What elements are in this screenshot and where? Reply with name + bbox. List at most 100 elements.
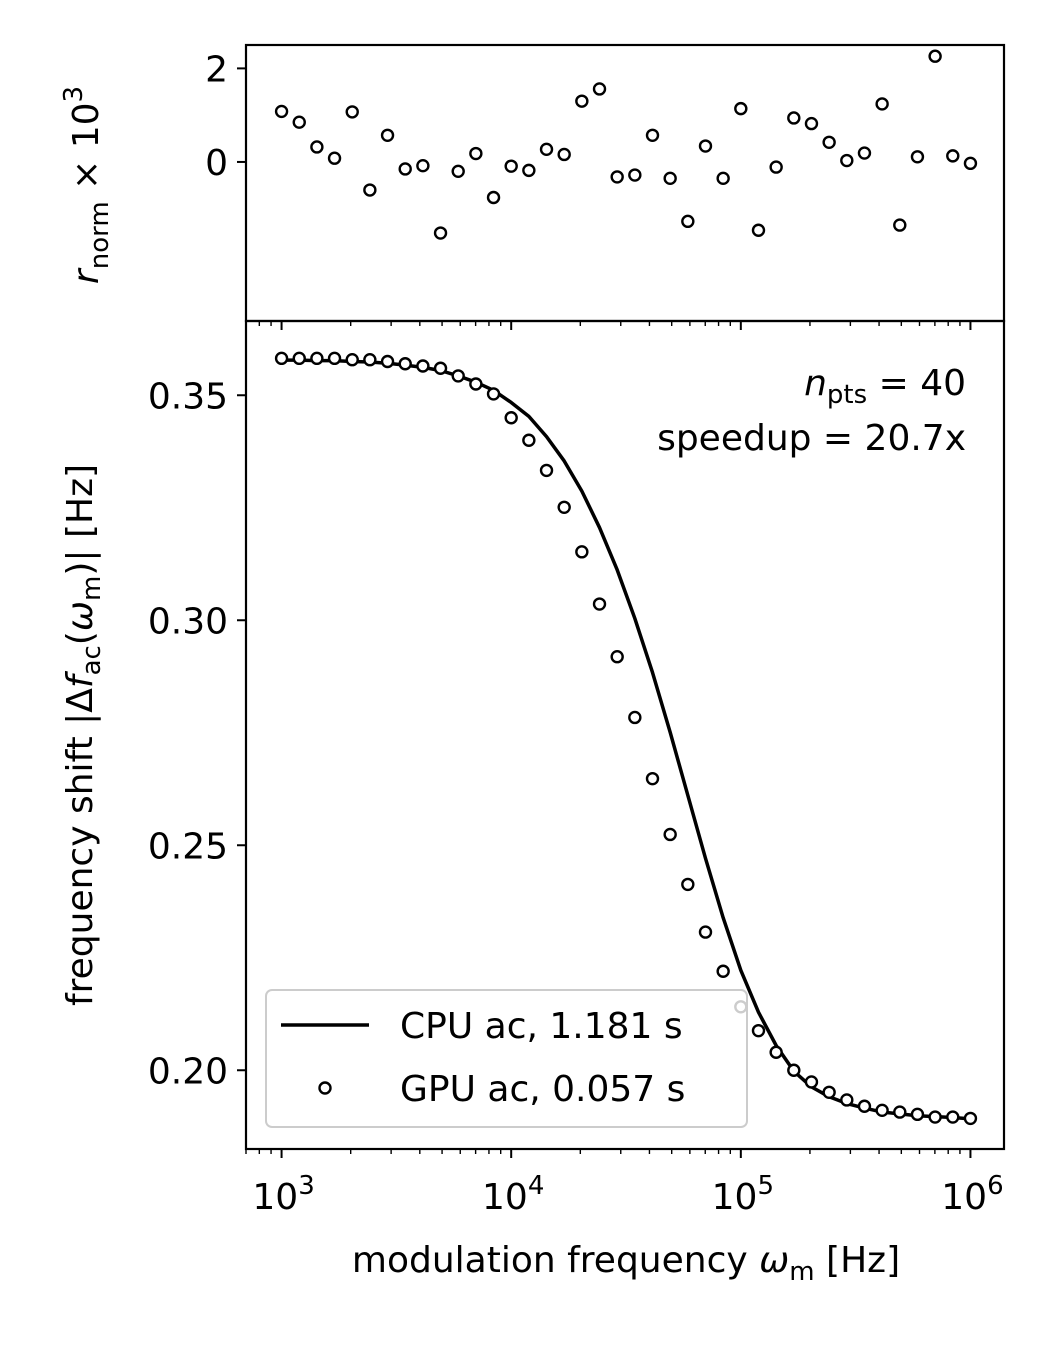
residual-point xyxy=(787,111,801,125)
residual-point xyxy=(734,101,748,116)
residual-y-ticks: 20 xyxy=(205,49,246,184)
gpu-ac-point xyxy=(310,351,324,366)
residual-point xyxy=(857,146,872,160)
residual-point xyxy=(610,170,624,184)
residual-point xyxy=(928,49,942,63)
residual-point xyxy=(292,115,306,129)
legend: CPU ac, 1.181 s GPU ac, 0.057 s xyxy=(265,989,748,1128)
main-y-tick-label: 0.25 xyxy=(148,826,228,867)
cpu-ac-series-line xyxy=(281,358,971,1121)
main-x-tick-label: 106 xyxy=(941,1171,1003,1218)
residual-point xyxy=(345,105,359,119)
gpu-ac-point xyxy=(433,361,448,375)
main-x-axis-label: modulation frequency ωm [Hz] xyxy=(352,1240,900,1287)
residual-point xyxy=(539,142,554,157)
residual-point xyxy=(274,104,289,119)
npts-annotation: npts = 40 xyxy=(804,363,966,410)
gpu-ac-point xyxy=(469,377,483,391)
speedup-annotation: speedup = 20.7x xyxy=(657,418,966,459)
gpu-ac-point xyxy=(663,827,677,842)
gpu-ac-point xyxy=(416,359,430,373)
main-y-tick-label: 0.35 xyxy=(148,376,228,417)
main-x-tick-label: 105 xyxy=(712,1171,774,1218)
residual-point xyxy=(451,164,465,179)
residual-point xyxy=(628,168,642,182)
residual-point xyxy=(822,135,836,150)
residual-point xyxy=(716,171,730,186)
residual-point xyxy=(698,139,713,153)
main-y-axis-label: frequency shift |Δfac(ωm)| [Hz] xyxy=(60,464,107,1006)
residual-point xyxy=(645,128,660,142)
gpu-ac-point xyxy=(893,1105,907,1119)
residual-point xyxy=(946,149,960,163)
gpu-ac-point xyxy=(363,353,377,367)
gpu-ac-point xyxy=(451,369,465,383)
gpu-ac-point xyxy=(628,710,642,725)
residual-point xyxy=(380,128,395,142)
residual-point xyxy=(310,140,324,154)
residual-point xyxy=(486,190,501,205)
residual-point xyxy=(751,223,766,237)
gpu-ac-point xyxy=(910,1107,925,1122)
gpu-ac-point xyxy=(486,387,501,401)
gpu-ac-point xyxy=(345,353,359,367)
residual-y-axis-label: rnorm × 103 xyxy=(59,86,115,284)
residual-point xyxy=(557,147,571,162)
gpu-ac-point xyxy=(575,545,589,559)
residual-point xyxy=(433,226,448,240)
gpu-ac-point xyxy=(946,1110,960,1124)
residual-panel: 20 rnorm × 103 xyxy=(59,49,978,330)
residual-point xyxy=(804,116,819,131)
residual-point xyxy=(504,159,518,173)
gpu-ac-point xyxy=(522,433,536,447)
residual-point xyxy=(910,150,925,164)
residual-y-tick-label: 0 xyxy=(205,143,228,184)
residual-point xyxy=(963,156,978,171)
gpu-ac-point xyxy=(592,597,607,611)
main-panel: 0.35 0.30 0.25 0.20 103 104 105 106 modulation… xyxy=(60,351,1004,1287)
residual-point xyxy=(416,158,430,173)
gpu-ac-point xyxy=(398,357,412,371)
main-x-tick-label: 103 xyxy=(252,1171,314,1218)
residual-y-tick-label: 2 xyxy=(205,49,228,90)
residual-points xyxy=(245,49,978,330)
legend-gpu-label: GPU ac, 0.057 s xyxy=(400,1069,685,1110)
residual-point xyxy=(469,146,483,161)
gpu-ac-point xyxy=(504,411,518,425)
residual-point xyxy=(840,153,854,168)
legend-gpu-marker-swatch xyxy=(318,1081,332,1095)
main-y-tick-label: 0.30 xyxy=(148,601,228,642)
residual-point xyxy=(769,160,783,174)
residual-point xyxy=(893,218,907,232)
legend-cpu-label: CPU ac, 1.181 s xyxy=(400,1006,683,1047)
residual-point xyxy=(398,162,412,176)
gpu-ac-point xyxy=(539,463,554,478)
main-x-tick-label: 104 xyxy=(482,1171,544,1218)
gpu-ac-point xyxy=(327,351,342,366)
gpu-ac-point xyxy=(875,1103,889,1118)
gpu-ac-point xyxy=(698,925,713,939)
residual-point xyxy=(681,214,695,229)
main-y-tick-label: 0.20 xyxy=(148,1051,228,1092)
residual-point xyxy=(522,163,536,178)
gpu-ac-point xyxy=(557,500,571,514)
gpu-ac-point xyxy=(840,1093,854,1107)
gpu-ac-point xyxy=(963,1111,978,1126)
gpu-ac-point xyxy=(681,877,695,892)
gpu-ac-point xyxy=(822,1085,836,1100)
residual-point xyxy=(592,82,607,96)
main-axes-frame xyxy=(244,319,1006,1151)
main-x-ticks: 103 104 105 106 xyxy=(245,1149,1004,1218)
residual-point xyxy=(327,151,342,165)
gpu-ac-point xyxy=(716,964,730,978)
residual-point xyxy=(663,171,677,186)
gpu-ac-point xyxy=(610,650,624,664)
residual-point xyxy=(575,94,589,108)
gpu-ac-point xyxy=(804,1075,819,1089)
residual-point xyxy=(875,97,889,111)
gpu-ac-point xyxy=(928,1110,942,1124)
gpu-ac-point xyxy=(787,1063,801,1077)
gpu-ac-point xyxy=(751,1023,766,1038)
